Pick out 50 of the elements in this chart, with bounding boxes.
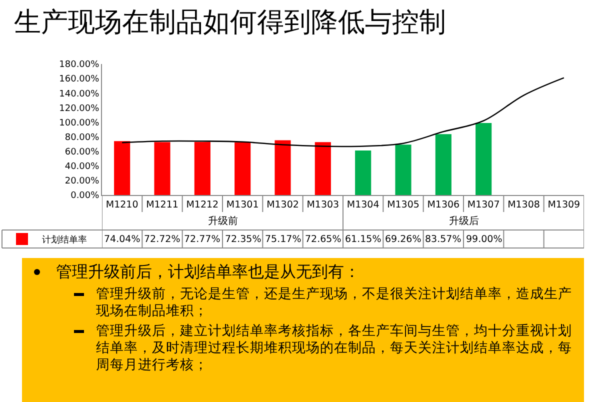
- y-tick-label: 100.00%: [59, 118, 100, 128]
- y-tick-label: 60.00%: [64, 147, 100, 158]
- x-tick-label: M1309: [548, 199, 580, 210]
- data-label: 61.15%: [345, 234, 382, 245]
- data-label: 75.17%: [265, 234, 302, 245]
- bar: [154, 142, 170, 195]
- bar: [274, 140, 291, 195]
- y-tick-label: 80.00%: [64, 132, 100, 143]
- bar: [476, 122, 492, 195]
- bar: [355, 150, 372, 195]
- bar: [114, 141, 130, 195]
- y-tick-label: 0.00%: [70, 191, 100, 202]
- x-tick-label: M1301: [226, 199, 259, 210]
- text: 管理升级后，建立计划结单率考核指标，各生产车间与生管，均十分重视计划结单率，及时清理过程长期堆积现场的在制品，每天关注计划结单率达成，每周每月进行考核；: [95, 323, 573, 374]
- y-tick-label: 120.00%: [59, 104, 100, 114]
- data-label: 99.00%: [466, 234, 502, 245]
- bar: [314, 142, 331, 195]
- bar: [234, 142, 251, 195]
- data-label: 74.04%: [104, 234, 140, 245]
- x-tick-label: M1305: [387, 199, 420, 210]
- y-tick-label: 160.00%: [59, 74, 100, 85]
- x-tick-label: M1212: [186, 199, 219, 210]
- data-label: 72.65%: [305, 234, 342, 245]
- x-tick-label: M1211: [146, 199, 178, 210]
- bar: [435, 134, 452, 195]
- bar: [395, 144, 412, 195]
- x-tick-label: M1306: [427, 199, 460, 210]
- data-label: 72.77%: [184, 234, 220, 245]
- data-label: 72.72%: [144, 234, 180, 245]
- x-tick-label: M1308: [508, 199, 540, 210]
- data-label: 69.26%: [385, 234, 422, 245]
- text: 升级后: [449, 215, 479, 227]
- line-series: [121, 77, 565, 148]
- legend-label: 计划结单率: [42, 234, 87, 246]
- chart-title: 生产现场在制品如何得到降低与控制: [14, 6, 446, 40]
- data-label: 83.57%: [425, 234, 462, 245]
- text: 管理升级前，无论是生管，还是生产现场，不是很关注计划结单率，造成生产现场在制品堆积；: [95, 286, 573, 320]
- x-tick-label: M1307: [467, 199, 500, 210]
- text: 升级前: [208, 215, 238, 227]
- x-tick-label: M1303: [306, 199, 340, 210]
- x-tick-label: M1210: [106, 199, 138, 210]
- data-label: 72.35%: [225, 234, 262, 245]
- x-tick-label: M1304: [346, 199, 380, 210]
- x-tick-label: M1302: [266, 199, 299, 210]
- y-tick-label: 40.00%: [64, 162, 100, 172]
- text: 管理升级前后，计划结单率也是从无到有：: [55, 262, 361, 283]
- bar: [194, 142, 210, 195]
- y-tick-label: 20.00%: [64, 176, 100, 187]
- y-tick-label: 140.00%: [59, 89, 100, 100]
- y-tick-label: 180.00%: [59, 60, 100, 70]
